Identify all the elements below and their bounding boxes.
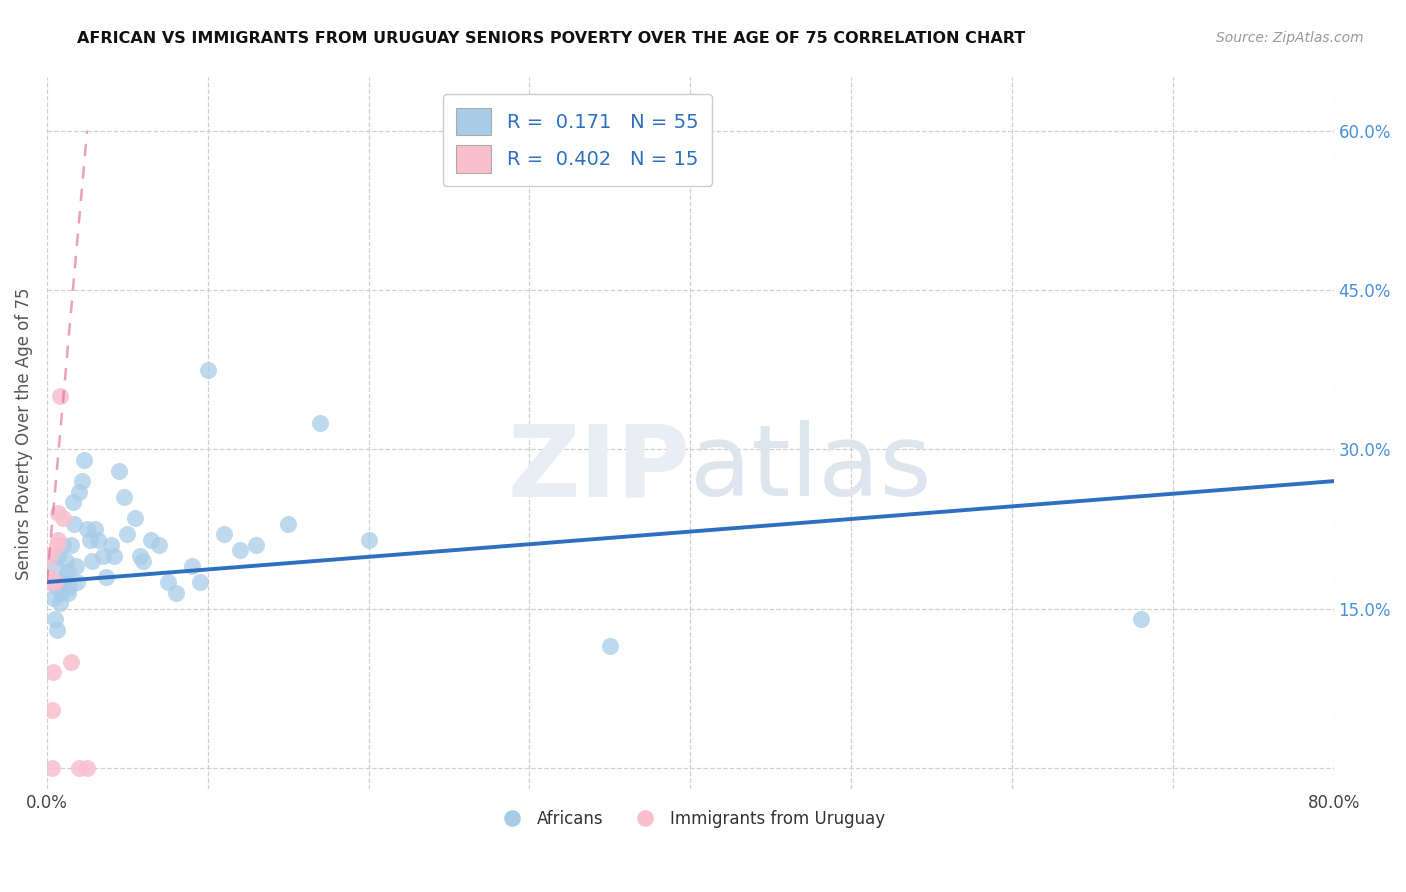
Point [84,522,107,536]
Point [53,570,76,584]
Text: Source: ZipAtlas.com: Source: ZipAtlas.com [1216,31,1364,45]
Point [52,575,75,590]
Point [49,575,72,590]
Point [41,702,63,716]
Text: ZIP: ZIP [508,420,690,517]
Point [60,655,83,669]
Point [229,543,252,558]
Point [1129,612,1152,626]
Point [56,565,79,579]
Point [212,527,235,541]
Point [39,570,62,584]
Point [39,575,62,590]
Point [62,495,84,509]
Point [197,362,219,376]
Point [44,575,66,590]
Point [103,549,125,563]
Point [42,591,65,605]
Point [67,484,90,499]
Point [309,416,332,430]
Point [52,538,75,552]
Point [45,623,67,637]
Point [165,585,187,599]
Point [44,559,66,574]
Point [67,761,90,775]
Point [55,554,77,568]
Point [41,761,63,775]
Point [45,538,67,552]
Point [277,516,299,531]
Point [65,559,87,574]
Point [58,580,80,594]
Point [46,533,69,547]
Point [44,612,66,626]
Point [132,554,155,568]
Point [96,570,118,584]
Point [108,463,131,477]
Point [72,474,94,488]
Point [117,527,139,541]
Point [79,533,101,547]
Point [63,516,86,531]
Point [486,123,509,137]
Legend: Africans, Immigrants from Uruguay: Africans, Immigrants from Uruguay [488,803,891,834]
Point [56,585,79,599]
Point [51,585,73,599]
Text: AFRICAN VS IMMIGRANTS FROM URUGUAY SENIORS POVERTY OVER THE AGE OF 75 CORRELATIO: AFRICAN VS IMMIGRANTS FROM URUGUAY SENIO… [77,31,1025,46]
Point [66,575,89,590]
Point [148,538,170,552]
Point [46,506,69,520]
Point [141,533,163,547]
Text: atlas: atlas [690,420,932,517]
Point [49,389,72,403]
Y-axis label: Seniors Poverty Over the Age of 75: Seniors Poverty Over the Age of 75 [15,287,32,580]
Point [87,533,110,547]
Point [599,639,621,653]
Point [245,538,267,552]
Point [100,538,122,552]
Point [76,761,98,775]
Point [91,549,114,563]
Point [39,549,62,563]
Point [112,490,135,504]
Point [73,453,96,467]
Point [188,575,211,590]
Point [52,511,75,525]
Point [129,549,152,563]
Point [156,575,179,590]
Point [180,559,202,574]
Point [49,596,72,610]
Point [46,549,69,563]
Point [80,554,103,568]
Point [357,533,380,547]
Point [45,580,67,594]
Point [76,522,98,536]
Point [60,538,83,552]
Point [42,665,65,680]
Point [41,575,63,590]
Point [124,511,146,525]
